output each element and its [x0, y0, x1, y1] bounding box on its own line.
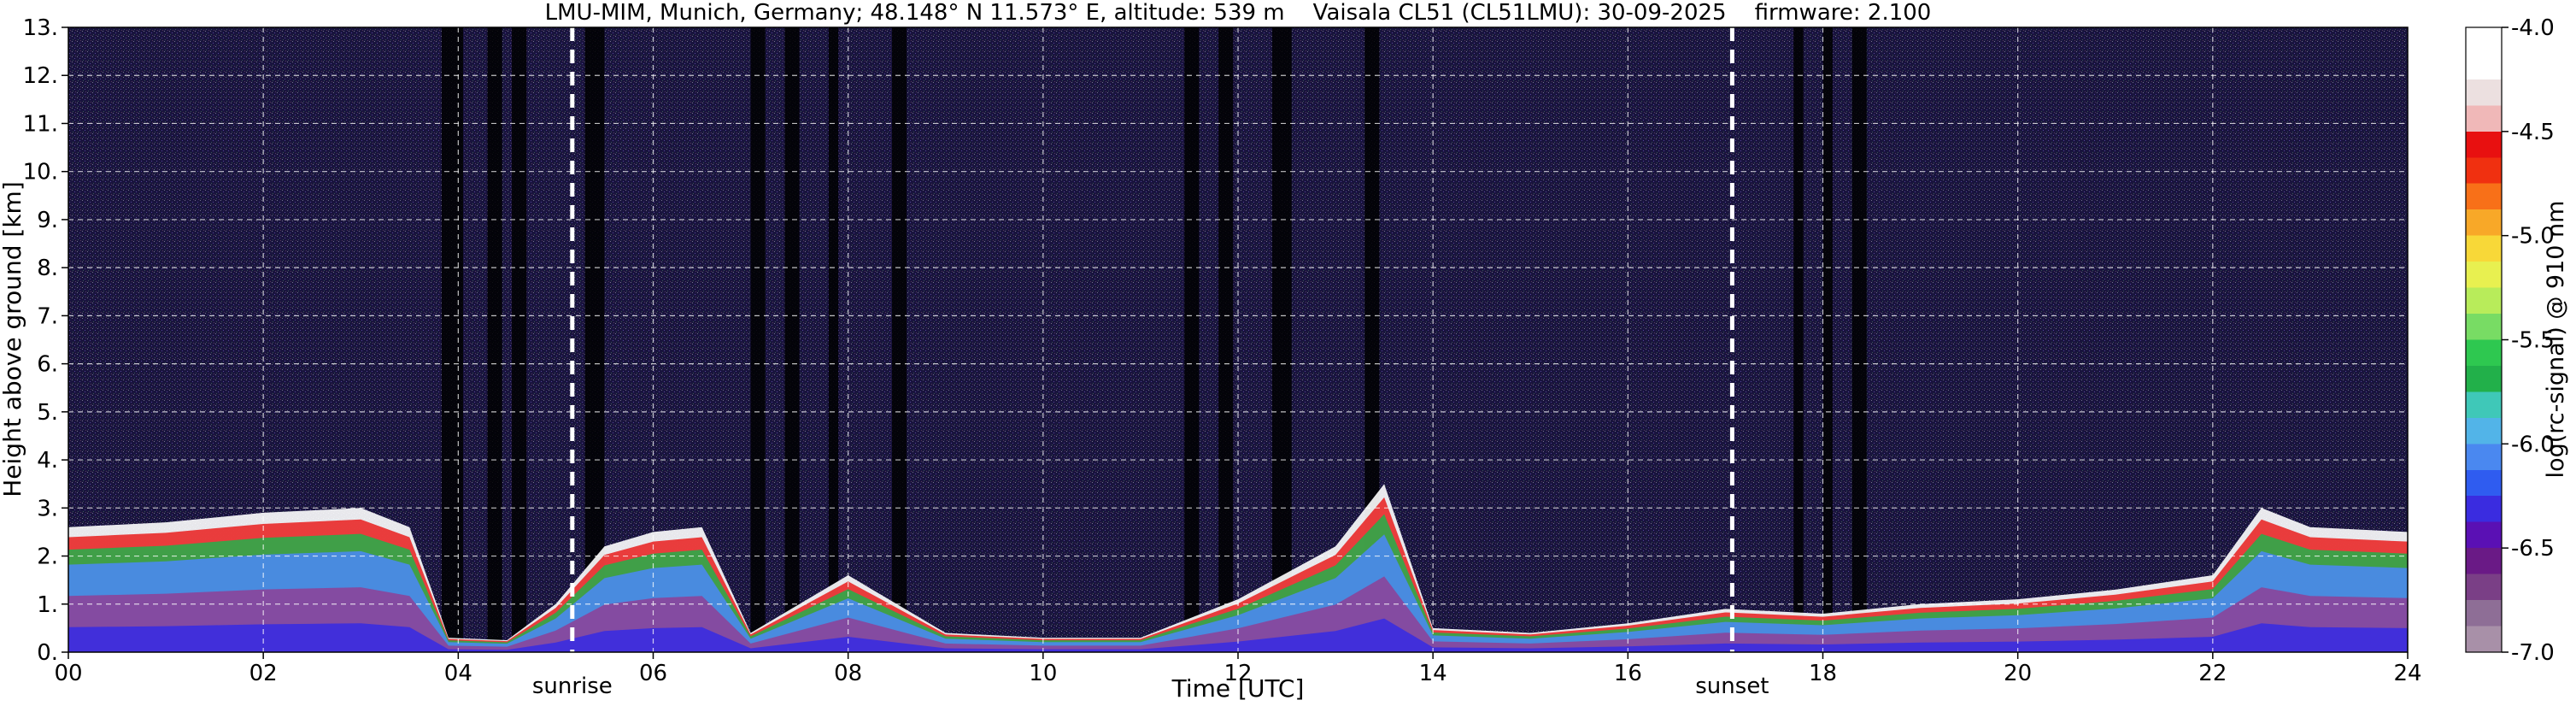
x-tick-label: 16 [1614, 661, 1642, 686]
boundary-layer-band-5 [68, 618, 2408, 652]
y-tick-label: 6. [37, 352, 58, 378]
dark-band [1271, 27, 1292, 652]
x-tick-label: 14 [1419, 661, 1447, 686]
x-tick-label: 20 [2004, 661, 2032, 686]
y-tick-label: 4. [37, 448, 58, 474]
x-axis-ticks: 00 02 04 06 08 10 12 14 16 18 20 22 24 [54, 652, 2422, 686]
dark-band [1822, 27, 1833, 652]
y-tick-label: 5. [37, 400, 58, 426]
y-tick-label: 1. [37, 592, 58, 618]
x-tick-label: 22 [2198, 661, 2227, 686]
dark-band [892, 27, 907, 652]
y-axis-label: Height above ground [km] [0, 181, 26, 497]
colorbar-tick-label: -6.5 [2511, 536, 2555, 562]
x-tick-label: 12 [1223, 661, 1252, 686]
x-axis-label: Time [UTC] [1171, 674, 1305, 703]
colorbar-tick-label: -5.0 [2511, 224, 2555, 250]
colorbar-tick-label: -4.0 [2511, 15, 2555, 41]
x-tick-label: 00 [54, 661, 82, 686]
dark-bands [441, 27, 1867, 652]
x-tick-label: 02 [249, 661, 278, 686]
x-tick-label: 08 [834, 661, 862, 686]
dark-band [512, 27, 527, 652]
colorbar-scale [2465, 26, 2503, 653]
y-tick-label: 9. [37, 208, 58, 233]
dark-band [584, 27, 605, 652]
marker-label-sunrise: sunrise [532, 674, 613, 699]
y-tick-label: 10. [23, 160, 58, 185]
dark-band [784, 27, 800, 652]
colorbar-tick-label: -5.5 [2511, 328, 2555, 354]
dark-band [1218, 27, 1234, 652]
y-tick-label: 3. [37, 496, 58, 521]
x-tick-label: 24 [2393, 661, 2421, 686]
x-tick-label: 04 [444, 661, 472, 686]
plot-area [67, 26, 2409, 653]
x-tick-label: 10 [1029, 661, 1057, 686]
marker-labels: sunrise sunset [532, 674, 1769, 699]
dark-band [1184, 27, 1200, 652]
colorbar-tick-label: -6.0 [2511, 432, 2555, 457]
dark-band [441, 27, 464, 652]
chart-title: LMU-MIM, Munich, Germany; 48.148° N 11.5… [545, 0, 1932, 26]
dark-band [487, 27, 502, 652]
y-tick-label: 2. [37, 544, 58, 570]
marker-lines [570, 27, 1734, 652]
colorbar-label: log(rc-signal) @ 910 nm [2543, 201, 2569, 479]
y-tick-label: 13. [23, 15, 58, 41]
dark-band [1851, 27, 1867, 652]
y-tick-label: 11. [23, 111, 58, 137]
y-tick-label: 12. [23, 63, 58, 89]
y-tick-label: 7. [37, 303, 58, 329]
dark-band [1793, 27, 1804, 652]
colorbar-tick-label: -7.0 [2511, 640, 2555, 666]
y-tick-label: 0. [37, 640, 58, 666]
marker-label-sunset: sunset [1695, 674, 1769, 699]
colorbar: -4.0 -4.5 -5.0 -5.5 -6.0 -6.5 -7.0 log(rc-sign… [2465, 15, 2569, 666]
x-tick-label: 06 [639, 661, 667, 686]
dark-band [828, 27, 839, 652]
colorbar-ticks: -4.0 -4.5 -5.0 -5.5 -6.0 -6.5 -7.0 [2502, 15, 2555, 666]
y-tick-label: 8. [37, 256, 58, 281]
grid-lines [68, 27, 2408, 652]
x-tick-label: 18 [1809, 661, 1837, 686]
colorbar-tick-label: -4.5 [2511, 120, 2555, 145]
y-axis-ticks: 0. 1. 2. 3. 4. 5. 6. 7. 8. 9. 10. 11. 12. 13. [23, 15, 68, 666]
dark-band [750, 27, 766, 652]
